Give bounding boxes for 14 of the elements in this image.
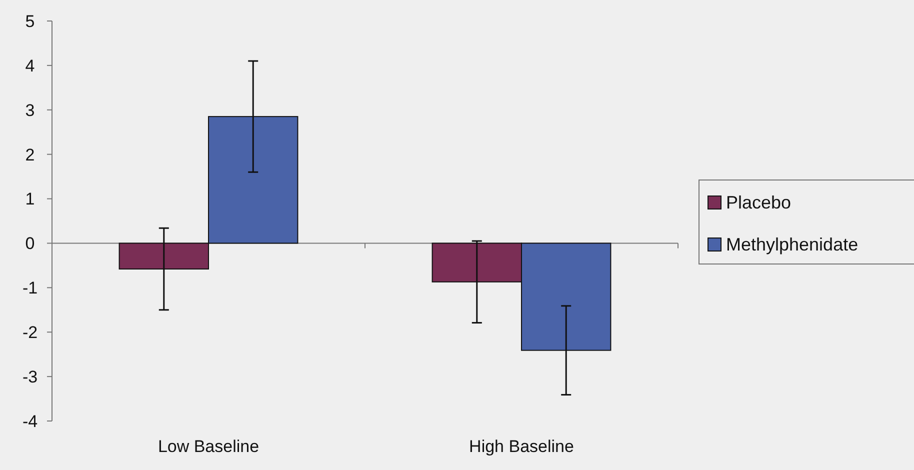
- legend-label: Placebo: [726, 192, 792, 212]
- y-tick-label: 5: [25, 12, 35, 31]
- y-tick-label: 4: [25, 56, 35, 76]
- y-tick-label: 2: [25, 145, 35, 164]
- y-tick-label: 1: [25, 190, 35, 209]
- y-tick-label: 3: [25, 100, 35, 120]
- y-tick-label: -1: [22, 278, 38, 298]
- y-tick-label: -2: [22, 323, 38, 342]
- x-tick-label: Low Baseline: [158, 437, 260, 456]
- y-tick-label: 0: [25, 234, 35, 254]
- y-tick-label: -3: [22, 368, 38, 387]
- y-tick-label: -4: [22, 412, 38, 431]
- x-tick-label: High Baseline: [469, 437, 574, 456]
- legend-label: Methylphenidate: [726, 234, 858, 254]
